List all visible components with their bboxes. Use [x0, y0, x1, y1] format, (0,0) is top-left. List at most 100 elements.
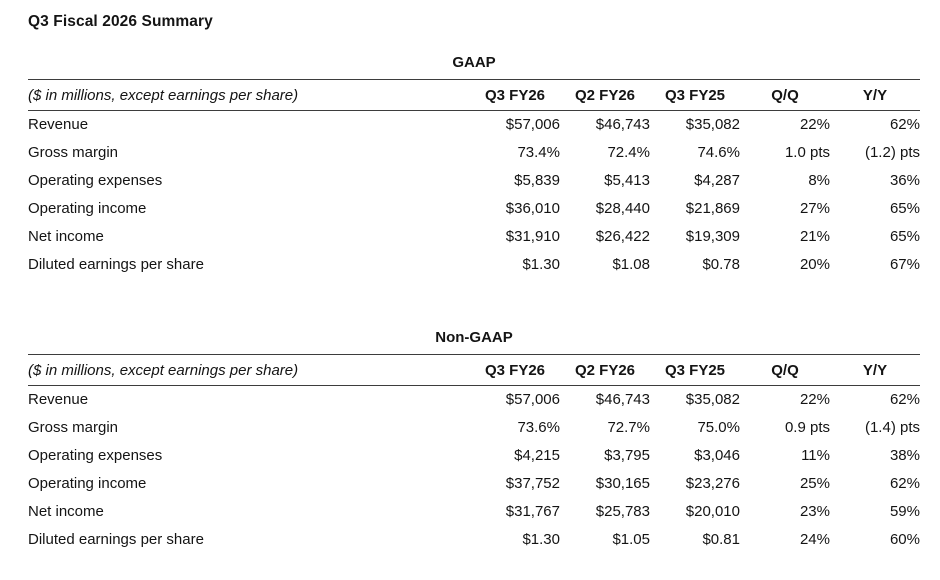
cell-value: $35,082	[685, 390, 740, 408]
cell-value: $35,082	[685, 115, 740, 133]
cell-value: $1.05	[612, 530, 650, 548]
cell-value: 62%	[889, 390, 920, 408]
cell-value: 72.4%	[607, 143, 650, 161]
row-label: Operating expenses	[28, 171, 163, 189]
cell-value: $37,752	[505, 474, 560, 492]
cell-value: $23,276	[685, 474, 740, 492]
cell-value: $0.78	[702, 255, 740, 273]
cell-value: 36%	[889, 171, 920, 189]
cell-value: $21,869	[685, 199, 740, 217]
header-row: ($ in millions, except earnings per shar…	[28, 353, 920, 386]
cell-value: 21%	[799, 227, 830, 245]
row-label: Diluted earnings per share	[28, 530, 204, 548]
row-label: Gross margin	[28, 143, 119, 161]
row-label: Revenue	[28, 390, 89, 408]
column-header: Q3 FY25	[650, 353, 740, 386]
cell-value: (1.2) pts	[864, 143, 920, 161]
column-header: Q3 FY26	[470, 78, 560, 111]
table-title: GAAP	[452, 53, 496, 71]
table-row: Diluted earnings per share $1.30 $1.08 $0.7…	[28, 251, 920, 279]
cell-value: 11%	[801, 446, 830, 464]
row-label: Operating expenses	[28, 446, 163, 464]
cell-value: $57,006	[505, 115, 560, 133]
cell-value: $57,006	[505, 390, 560, 408]
cell-value: 65%	[889, 227, 920, 245]
cell-value: $31,910	[505, 227, 560, 245]
cell-value: 0.9 pts	[784, 418, 830, 436]
cell-value: 74.6%	[697, 143, 740, 161]
table-row: Operating expenses $5,839 $5,413 $4,287 8% 36…	[28, 167, 920, 195]
header-row: ($ in millions, except earnings per shar…	[28, 78, 920, 111]
units-note: ($ in millions, except earnings per shar…	[28, 78, 470, 111]
cell-value: $3,795	[604, 446, 650, 464]
row-label: Revenue	[28, 115, 89, 133]
cell-value: 38%	[889, 446, 920, 464]
cell-value: 27%	[799, 199, 830, 217]
cell-value: 73.4%	[517, 143, 560, 161]
page-title: Q3 Fiscal 2026 Summary	[28, 13, 213, 30]
table-row: Gross margin 73.6% 72.7% 75.0% 0.9 pts (1.4) …	[28, 414, 920, 442]
cell-value: 24%	[799, 530, 830, 548]
table-row: Revenue $57,006 $46,743 $35,082 22% 62%	[28, 385, 920, 414]
row-label: Net income	[28, 227, 104, 245]
cell-value: 25%	[799, 474, 830, 492]
gaap-section: GAAP ($ in millions, except earnings per …	[28, 54, 920, 279]
cell-value: $1.30	[522, 530, 560, 548]
cell-value: $5,413	[604, 171, 650, 189]
cell-value: $46,743	[595, 390, 650, 408]
cell-value: 75.0%	[697, 418, 740, 436]
cell-value: 65%	[889, 199, 920, 217]
cell-value: 22%	[799, 390, 830, 408]
cell-value: $0.81	[702, 530, 740, 548]
row-label: Operating income	[28, 474, 147, 492]
row-label: Net income	[28, 502, 104, 520]
cell-value: 23%	[799, 502, 830, 520]
column-header: Q3 FY26	[470, 353, 560, 386]
cell-value: $1.30	[522, 255, 560, 273]
table-row: Gross margin 73.4% 72.4% 74.6% 1.0 pts (1.2) …	[28, 139, 920, 167]
column-header: Y/Y	[830, 353, 920, 386]
cell-value: $19,309	[685, 227, 740, 245]
cell-value: 72.7%	[607, 418, 650, 436]
table-row: Net income $31,910 $26,422 $19,309 21% 65%	[28, 223, 920, 251]
cell-value: $5,839	[514, 171, 560, 189]
cell-value: $20,010	[685, 502, 740, 520]
column-header: Q/Q	[740, 353, 830, 386]
cell-value: 62%	[889, 474, 920, 492]
column-header: Q3 FY25	[650, 78, 740, 111]
row-label: Gross margin	[28, 418, 119, 436]
financial-table: ($ in millions, except earnings per shar…	[28, 353, 920, 554]
column-header: Q2 FY26	[560, 353, 650, 386]
cell-value: 60%	[889, 530, 920, 548]
cell-value: $28,440	[595, 199, 650, 217]
cell-value: 20%	[799, 255, 830, 273]
cell-value: $26,422	[595, 227, 650, 245]
non-gaap-section: Non-GAAP ($ in millions, except earnings …	[28, 329, 920, 554]
cell-value: 73.6%	[517, 418, 560, 436]
cell-value: $36,010	[505, 199, 560, 217]
cell-value: 22%	[799, 115, 830, 133]
column-header: Q2 FY26	[560, 78, 650, 111]
cell-value: (1.4) pts	[864, 418, 920, 436]
cell-value: 67%	[889, 255, 920, 273]
row-label: Operating income	[28, 199, 147, 217]
cell-value: 62%	[889, 115, 920, 133]
cell-value: $4,215	[514, 446, 560, 464]
table-row: Operating income $36,010 $28,440 $21,869 27%…	[28, 195, 920, 223]
row-label: Diluted earnings per share	[28, 255, 204, 273]
table-row: Revenue $57,006 $46,743 $35,082 22% 62%	[28, 110, 920, 139]
table-row: Net income $31,767 $25,783 $20,010 23% 59%	[28, 498, 920, 526]
cell-value: 59%	[889, 502, 920, 520]
table-row: Operating income $37,752 $30,165 $23,276 25%…	[28, 470, 920, 498]
table-title: Non-GAAP	[435, 328, 513, 346]
cell-value: 1.0 pts	[784, 143, 830, 161]
table-row: Diluted earnings per share $1.30 $1.05 $0.8…	[28, 526, 920, 554]
units-note: ($ in millions, except earnings per shar…	[28, 353, 470, 386]
financial-table: ($ in millions, except earnings per shar…	[28, 78, 920, 279]
cell-value: 8%	[808, 171, 830, 189]
cell-value: $25,783	[595, 502, 650, 520]
column-header: Y/Y	[830, 78, 920, 111]
cell-value: $3,046	[694, 446, 740, 464]
cell-value: $4,287	[694, 171, 740, 189]
